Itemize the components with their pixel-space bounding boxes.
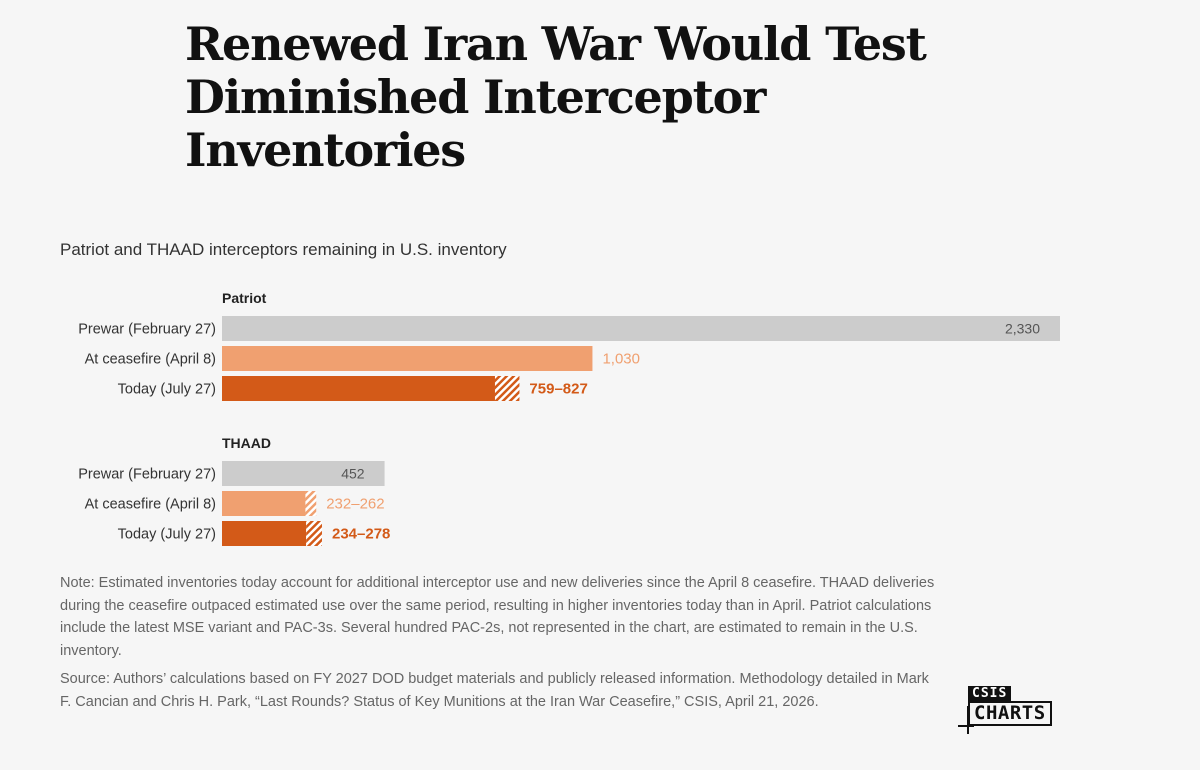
category-label: At ceasefire (April 8) [85, 497, 216, 513]
category-label: Prewar (February 27) [78, 467, 216, 483]
data-label: 1,030 [602, 351, 640, 368]
group-label: THAAD [222, 435, 271, 451]
data-label: 234–278 [332, 526, 390, 543]
logo-main-text: CHARTS [968, 701, 1052, 726]
chart-note: Note: Estimated inventories today accoun… [60, 575, 935, 659]
chart-title: Renewed Iran War Would Test Diminished I… [185, 17, 927, 177]
category-label: At ceasefire (April 8) [85, 352, 216, 368]
data-label: 452 [341, 466, 365, 482]
logo-mark [967, 706, 969, 734]
bar [222, 461, 385, 486]
bar-chart: Patriot Prewar (February 27) 2,330 At cease… [78, 290, 1060, 546]
category-label: Today (July 27) [118, 382, 216, 398]
bar-range [306, 521, 322, 546]
group-label: Patriot [222, 290, 267, 306]
chart-subtitle: Patriot and THAAD interceptors remaining… [60, 240, 507, 259]
csis-charts-logo: CSIS CHARTS [958, 686, 1066, 738]
category-label: Prewar (February 27) [78, 322, 216, 338]
bar [222, 521, 307, 546]
chart-source: Source: Authors’ calculations based on F… [60, 671, 929, 710]
bar-range [305, 491, 317, 516]
bar-range [494, 376, 520, 401]
data-label: 759–827 [529, 381, 587, 398]
data-label: 2,330 [1005, 321, 1040, 337]
data-label: 232–262 [326, 496, 384, 513]
logo-top-text: CSIS [968, 686, 1012, 701]
bar [222, 346, 593, 371]
bar [222, 491, 306, 516]
logo-mark [958, 725, 974, 727]
category-label: Today (July 27) [118, 527, 216, 543]
bar [222, 376, 495, 401]
bar [222, 316, 1060, 341]
